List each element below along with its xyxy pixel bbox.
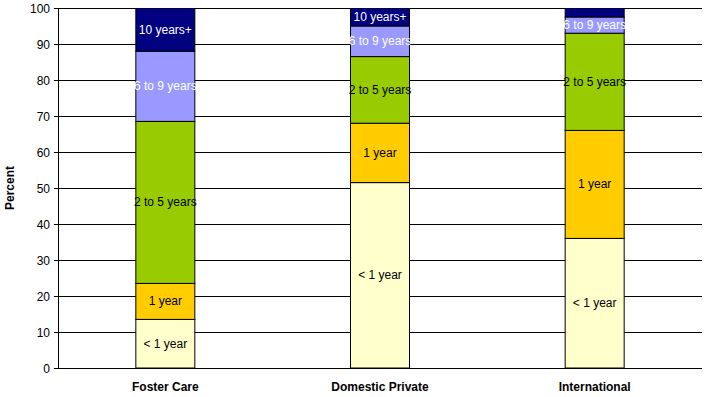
- bars: [136, 8, 624, 368]
- chart-svg: 0 10 20 30 40 50 60 70 80 90 100 Percent < 1 year 1 y…: [0, 0, 706, 397]
- x-axis: [58, 368, 702, 369]
- y-axis: [58, 8, 59, 368]
- y-tick: [54, 8, 58, 9]
- y-tick-label: 20: [37, 290, 51, 304]
- segment-labels: < 1 year 1 year 2 to 5 years 6 to 9 years 10…: [134, 10, 626, 351]
- segment-label: 6 to 9 years: [563, 18, 626, 32]
- bar-segment: [351, 183, 410, 368]
- y-tick: [54, 188, 58, 189]
- y-tick: [54, 332, 58, 333]
- bar-segment: [565, 130, 624, 238]
- y-tick-label: 100: [30, 2, 50, 16]
- y-tick: [54, 224, 58, 225]
- y-tick: [54, 260, 58, 261]
- bar-segment: [565, 238, 624, 368]
- bar-segment: [136, 8, 195, 51]
- y-tick-label: 60: [37, 146, 51, 160]
- y-tick-label: 80: [37, 74, 51, 88]
- y-tick-label: 30: [37, 254, 51, 268]
- x-tick-label: Domestic Private: [331, 380, 429, 394]
- y-tick-label: 90: [37, 38, 51, 52]
- bar-segment: [351, 123, 410, 182]
- y-tick: [54, 368, 58, 369]
- y-tick: [54, 116, 58, 117]
- bar-segment: [136, 283, 195, 319]
- segment-label: < 1 year: [143, 337, 187, 351]
- y-tick-label: 10: [37, 326, 51, 340]
- bar-segment: [136, 319, 195, 368]
- segment-label: 1 year: [149, 294, 182, 308]
- segment-label: 6 to 9 years: [134, 79, 197, 93]
- bar-segment: [565, 8, 624, 17]
- segment-label: < 1 year: [573, 296, 617, 310]
- y-axis-label: Percent: [3, 166, 17, 210]
- segment-label: < 1 year: [358, 268, 402, 282]
- segment-label: 10 years+: [353, 10, 406, 24]
- y-tick: [54, 296, 58, 297]
- segment-label: 2 to 5 years: [563, 75, 626, 89]
- y-tick-label: 40: [37, 218, 51, 232]
- x-tick-label: Foster Care: [132, 380, 199, 394]
- y-tick: [54, 44, 58, 45]
- y-tick-label: 70: [37, 110, 51, 124]
- chart-container: 0 10 20 30 40 50 60 70 80 90 100 Percent < 1 year 1 y…: [0, 0, 706, 397]
- x-tick-label: International: [559, 380, 631, 394]
- y-tick: [54, 152, 58, 153]
- segment-label: 10 years+: [139, 23, 192, 37]
- segment-label: 2 to 5 years: [349, 83, 412, 97]
- segment-label: 1 year: [363, 146, 396, 160]
- grid-line: [58, 368, 702, 369]
- y-tick-label: 0: [43, 362, 50, 376]
- y-tick: [54, 80, 58, 81]
- bar-segment: [351, 8, 410, 26]
- segment-label: 6 to 9 years: [349, 34, 412, 48]
- y-tick-label: 50: [37, 182, 51, 196]
- segment-label: 2 to 5 years: [134, 195, 197, 209]
- segment-label: 1 year: [578, 177, 611, 191]
